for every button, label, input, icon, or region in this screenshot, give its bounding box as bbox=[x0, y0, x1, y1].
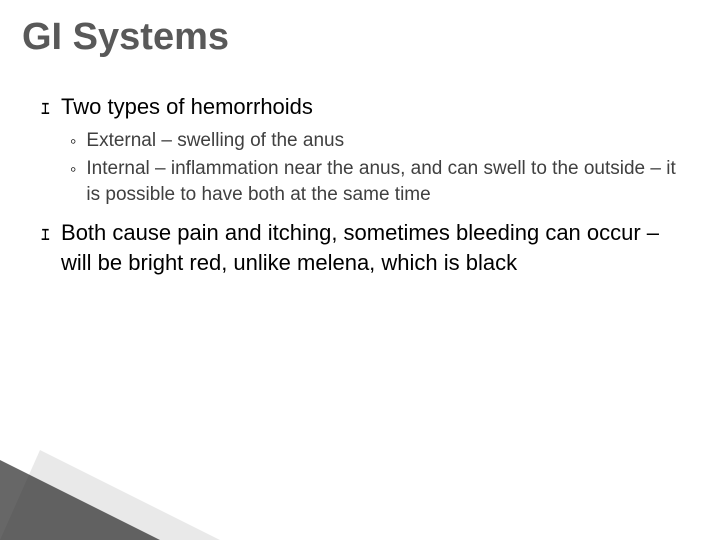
list-subitem: ◦ External – swelling of the anus bbox=[70, 128, 680, 154]
list-subitem-text: External – swelling of the anus bbox=[86, 128, 344, 154]
list-item: ｪ Both cause pain and itching, sometimes… bbox=[40, 218, 680, 278]
decor-triangle-light bbox=[0, 450, 220, 540]
corner-decor-icon bbox=[0, 450, 240, 540]
list-item-text: Both cause pain and itching, sometimes b… bbox=[61, 218, 680, 278]
bullet-icon: ｪ bbox=[40, 218, 51, 248]
list-item-text: Two types of hemorrhoids bbox=[61, 92, 313, 122]
slide-content: ｪ Two types of hemorrhoids ◦ External – … bbox=[40, 92, 680, 284]
list-item: ｪ Two types of hemorrhoids bbox=[40, 92, 680, 122]
decor-triangle-dark bbox=[0, 460, 160, 540]
bullet-icon: ｪ bbox=[40, 92, 51, 122]
list-subitem: ◦ Internal – inflammation near the anus,… bbox=[70, 156, 680, 208]
bullet-icon: ◦ bbox=[70, 156, 76, 182]
list-subitem-text: Internal – inflammation near the anus, a… bbox=[86, 156, 680, 208]
slide-title: GI Systems bbox=[22, 16, 229, 59]
slide: GI Systems ｪ Two types of hemorrhoids ◦ … bbox=[0, 0, 720, 540]
bullet-icon: ◦ bbox=[70, 128, 76, 154]
